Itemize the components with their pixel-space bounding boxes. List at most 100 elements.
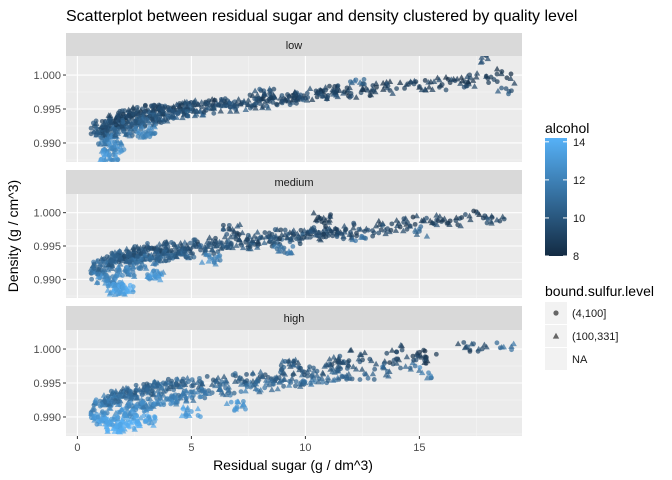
data-point-jitter bbox=[166, 254, 173, 261]
data-point-jitter bbox=[274, 385, 281, 392]
data-point-jitter bbox=[345, 363, 351, 369]
data-point-jitter bbox=[126, 270, 132, 276]
data-point bbox=[450, 75, 457, 82]
data-point-jitter bbox=[179, 114, 186, 121]
data-point bbox=[466, 212, 473, 219]
data-point bbox=[201, 100, 209, 106]
data-point bbox=[427, 78, 434, 85]
data-point-jitter bbox=[393, 360, 400, 366]
data-point-jitter bbox=[101, 256, 107, 262]
data-point bbox=[190, 241, 197, 248]
data-point bbox=[498, 70, 505, 77]
data-point-jitter bbox=[424, 215, 429, 221]
data-point-jitter bbox=[182, 387, 190, 393]
data-point bbox=[140, 386, 147, 393]
data-point-jitter bbox=[481, 341, 488, 348]
data-point-jitter bbox=[98, 417, 106, 424]
data-point-jitter bbox=[184, 374, 191, 381]
data-point-jitter bbox=[111, 273, 119, 280]
facet-strip-label: high bbox=[284, 313, 305, 325]
data-point bbox=[280, 246, 285, 252]
data-point-jitter bbox=[402, 85, 407, 91]
data-point-jitter bbox=[187, 240, 193, 246]
data-point-jitter bbox=[242, 387, 249, 394]
x-axis-label: Residual sugar (g / dm^3) bbox=[213, 457, 373, 473]
data-point-jitter bbox=[488, 212, 495, 219]
data-point bbox=[182, 393, 187, 399]
data-point bbox=[371, 88, 377, 94]
data-point-jitter bbox=[173, 114, 180, 120]
data-point-jitter bbox=[100, 409, 105, 415]
data-point-jitter bbox=[166, 247, 173, 253]
data-point bbox=[209, 256, 215, 262]
data-point-jitter bbox=[211, 110, 217, 116]
data-point bbox=[325, 93, 331, 98]
facet-panels: low0.9900.9951.000medium0.9900.9951.000h… bbox=[33, 33, 522, 436]
data-point bbox=[281, 231, 289, 238]
data-point-jitter bbox=[261, 239, 268, 246]
data-point bbox=[316, 233, 322, 239]
data-point bbox=[95, 414, 101, 420]
data-point bbox=[183, 103, 191, 110]
data-point-jitter bbox=[442, 73, 450, 80]
data-point-jitter bbox=[429, 86, 436, 92]
data-point-jitter bbox=[231, 390, 237, 396]
data-point-jitter bbox=[109, 277, 117, 283]
data-point-jitter bbox=[252, 96, 258, 102]
data-point-jitter bbox=[120, 111, 126, 117]
data-point bbox=[122, 411, 128, 416]
data-point-jitter bbox=[97, 156, 104, 162]
data-point-jitter bbox=[134, 419, 140, 424]
data-point-jitter bbox=[410, 353, 416, 359]
data-point-jitter bbox=[131, 425, 137, 431]
data-point-jitter bbox=[398, 365, 403, 371]
data-point-jitter bbox=[365, 375, 371, 381]
data-point bbox=[172, 381, 179, 387]
data-point bbox=[418, 217, 425, 224]
data-point-jitter bbox=[170, 103, 177, 110]
data-point-jitter bbox=[239, 229, 246, 236]
data-point-jitter bbox=[268, 386, 276, 393]
data-point-jitter bbox=[223, 400, 231, 406]
data-point-jitter bbox=[117, 150, 122, 155]
chart-title: Scatterplot between residual sugar and d… bbox=[66, 8, 577, 25]
data-point-jitter bbox=[287, 102, 293, 108]
data-point-jitter bbox=[116, 247, 123, 254]
data-point-jitter bbox=[157, 276, 164, 283]
data-point-jitter bbox=[94, 273, 102, 280]
data-point-jitter bbox=[130, 265, 136, 271]
data-point-jitter bbox=[192, 237, 198, 243]
data-point-jitter bbox=[418, 369, 426, 376]
data-point-jitter bbox=[146, 420, 152, 426]
data-point-jitter bbox=[331, 376, 339, 383]
data-point-jitter bbox=[404, 226, 410, 232]
data-point-jitter bbox=[198, 247, 203, 253]
data-point-jitter bbox=[95, 258, 101, 264]
data-point bbox=[124, 112, 131, 119]
data-point-jitter bbox=[153, 111, 160, 117]
data-point-jitter bbox=[322, 84, 329, 90]
data-point-jitter bbox=[99, 118, 105, 124]
data-point-jitter bbox=[146, 395, 154, 402]
data-point-jitter bbox=[209, 390, 215, 396]
data-point-jitter bbox=[314, 368, 320, 374]
data-point-jitter bbox=[277, 236, 283, 242]
data-point-jitter bbox=[493, 65, 501, 72]
data-point-jitter bbox=[173, 400, 180, 407]
data-point-jitter bbox=[370, 233, 376, 239]
colorbar-tick-label: 12 bbox=[573, 175, 585, 187]
data-point-jitter bbox=[93, 120, 100, 126]
data-point bbox=[202, 246, 208, 252]
data-point bbox=[350, 224, 357, 231]
data-point-jitter bbox=[173, 253, 180, 260]
data-point-jitter bbox=[304, 373, 310, 379]
data-point bbox=[236, 236, 243, 242]
x-tick-label: 0 bbox=[74, 442, 80, 454]
data-point-jitter bbox=[380, 222, 386, 228]
data-point-jitter bbox=[282, 227, 288, 233]
data-point bbox=[120, 128, 126, 134]
data-point-jitter bbox=[161, 402, 167, 408]
data-point bbox=[258, 234, 266, 240]
data-point bbox=[193, 108, 199, 114]
data-point bbox=[356, 351, 364, 357]
